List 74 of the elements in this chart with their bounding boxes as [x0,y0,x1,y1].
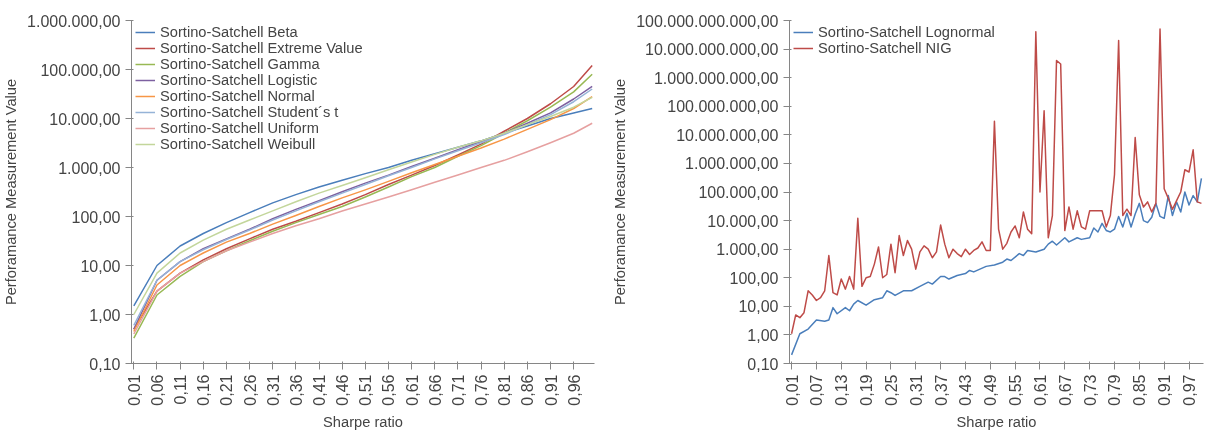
x-tick-label: 0,07 [808,374,826,406]
x-tick-label: 0,13 [833,374,851,406]
y-tick-label: 10.000,00 [707,212,779,230]
x-tick-label: 0,37 [932,374,950,406]
x-tick-label: 0,71 [449,374,467,406]
x-tick-label: 0,46 [334,374,352,406]
legend-label: Sortino-Satchell Weibull [160,136,316,152]
legend-label: Sortino-Satchell Student´s t [160,104,339,120]
x-tick-label: 0,55 [1007,374,1025,406]
legend-label: Sortino-Satchell Beta [160,24,298,40]
x-tick-label: 0,31 [907,374,925,406]
x-tick-label: 0,67 [1056,374,1074,406]
x-axis-title: Sharpe ratio [323,413,403,430]
y-tick-label: 1,00 [89,306,121,324]
x-tick-label: 0,56 [380,374,398,406]
x-tick-label: 0,79 [1106,374,1124,406]
y-tick-label: 100,00 [729,269,779,287]
x-tick-label: 0,86 [519,374,537,406]
y-tick-label: 0,10 [89,355,121,373]
y-tick-label: 100,00 [71,208,121,226]
x-tick-label: 0,96 [565,374,583,406]
x-tick-label: 0,06 [148,374,166,406]
y-tick-label: 100.000,00 [698,184,779,201]
x-tick-label: 0,49 [982,374,1000,406]
y-tick-label: 10.000.000,00 [676,126,779,144]
x-tick-label: 0,11 [172,374,190,405]
y-tick-label: 1.000,00 [716,241,779,259]
y-tick-label: 100.000.000.000,00 [636,12,779,30]
y-tick-label: 10.000.000.000,00 [645,41,779,59]
y-tick-label: 0,10 [747,355,779,373]
y-tick-label: 10.000,00 [49,110,121,128]
x-tick-label: 0,81 [496,374,514,406]
x-tick-label: 0,85 [1131,374,1149,406]
legend-label: Sortino-Satchell Extreme Value [160,40,363,56]
y-tick-label: 100.000,00 [40,61,121,79]
x-axis-title: Sharpe ratio [956,413,1037,430]
x-tick-label: 0,16 [195,374,213,406]
x-tick-label: 0,31 [264,374,282,406]
y-tick-label: 10,00 [80,257,121,275]
x-tick-label: 0,41 [311,374,329,406]
x-tick-label: 0,76 [473,374,491,406]
y-tick-label: 1.000,00 [58,159,121,177]
x-tick-label: 0,91 [1156,374,1174,406]
line-series [790,177,1203,356]
legend-label: Sortino-Satchell NIG [818,40,952,56]
y-axis-title: Perforamance Measurement Value [3,78,20,306]
y-tick-label: 1,00 [747,326,779,344]
y-axis-title: Perforamance Measurement Value [612,78,629,306]
legend-label: Sortino-Satchell Uniform [160,120,319,136]
legend-label: Sortino-Satchell Gamma [160,56,320,72]
x-tick-label: 0,43 [957,374,975,406]
x-tick-label: 0,25 [882,374,900,406]
y-tick-label: 1.000.000,00 [685,155,779,173]
x-tick-label: 0,19 [858,374,876,406]
x-tick-label: 0,73 [1081,374,1099,406]
legend-label: Sortino-Satchell Lognormal [818,24,995,40]
x-tick-label: 0,01 [783,374,801,406]
line-series [790,28,1203,335]
y-tick-label: 1.000.000.000,00 [653,69,779,87]
legend-label: Sortino-Satchell Normal [160,88,315,104]
x-tick-label: 0,66 [426,374,444,406]
x-tick-label: 0,91 [542,374,560,406]
x-tick-label: 0,01 [125,374,143,406]
y-tick-label: 1.000.000,00 [27,12,121,30]
x-tick-label: 0,21 [218,374,236,406]
x-tick-label: 0,61 [403,374,421,406]
x-tick-label: 0,51 [357,374,375,406]
y-tick-label: 10,00 [738,298,779,316]
x-tick-label: 0,36 [287,374,305,406]
x-tick-label: 0,61 [1031,374,1049,406]
y-tick-label: 100.000.000,00 [667,98,779,116]
legend-label: Sortino-Satchell Logistic [160,72,318,88]
x-tick-label: 0,26 [241,374,259,406]
x-tick-label: 0,97 [1181,374,1199,406]
